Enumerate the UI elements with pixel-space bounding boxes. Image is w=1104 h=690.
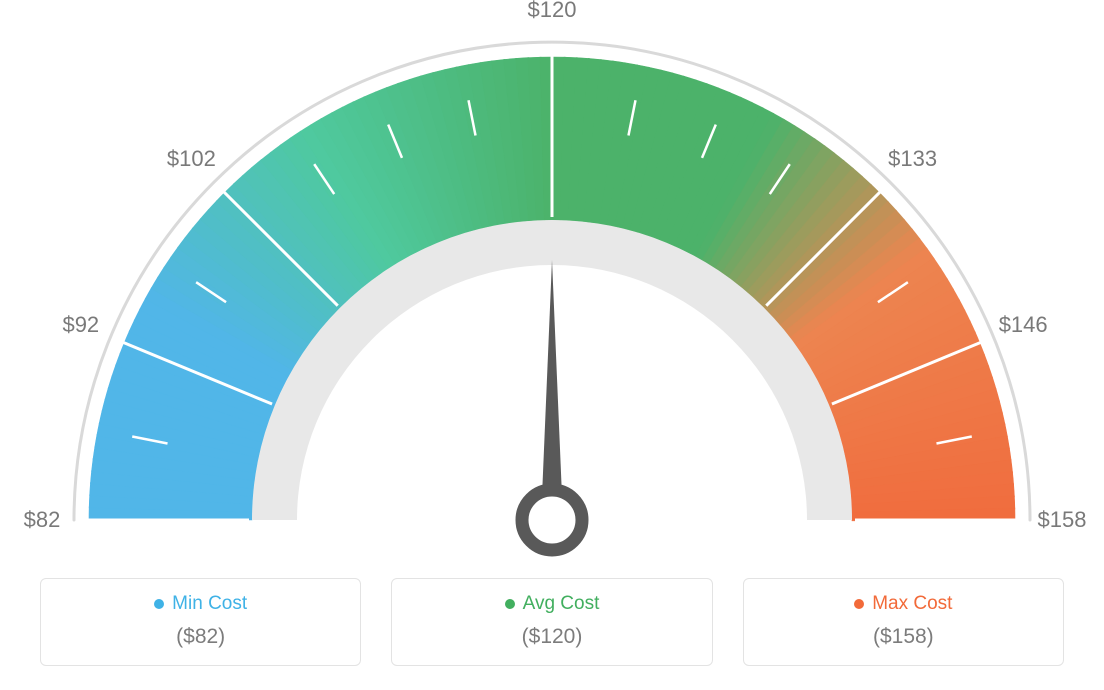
legend-value: ($82) [41, 625, 360, 649]
dot-icon [854, 599, 864, 609]
gauge-tick-label: $120 [528, 0, 577, 23]
gauge-tick-label: $146 [999, 312, 1048, 338]
gauge-tick-label: $133 [888, 146, 937, 172]
legend-row: Min Cost ($82) Avg Cost ($120) Max Cost … [40, 578, 1064, 666]
gauge-tick-label: $158 [1038, 507, 1087, 533]
legend-value: ($120) [392, 625, 711, 649]
legend-name: Min Cost [172, 593, 247, 615]
legend-card-min: Min Cost ($82) [40, 578, 361, 666]
legend-title: Avg Cost [505, 593, 600, 615]
gauge-tick-label: $82 [24, 507, 61, 533]
gauge-tick-label: $102 [167, 146, 216, 172]
legend-title: Max Cost [854, 593, 952, 615]
legend-title: Min Cost [154, 593, 247, 615]
legend-name: Avg Cost [523, 593, 600, 615]
gauge-svg [0, 0, 1104, 560]
legend-name: Max Cost [872, 593, 952, 615]
dot-icon [505, 599, 515, 609]
legend-card-max: Max Cost ($158) [743, 578, 1064, 666]
gauge-chart: $82 $92 $102 $120 $133 $146 $158 [0, 0, 1104, 560]
legend-card-avg: Avg Cost ($120) [391, 578, 712, 666]
gauge-tick-label: $92 [62, 312, 99, 338]
legend-value: ($158) [744, 625, 1063, 649]
dot-icon [154, 599, 164, 609]
